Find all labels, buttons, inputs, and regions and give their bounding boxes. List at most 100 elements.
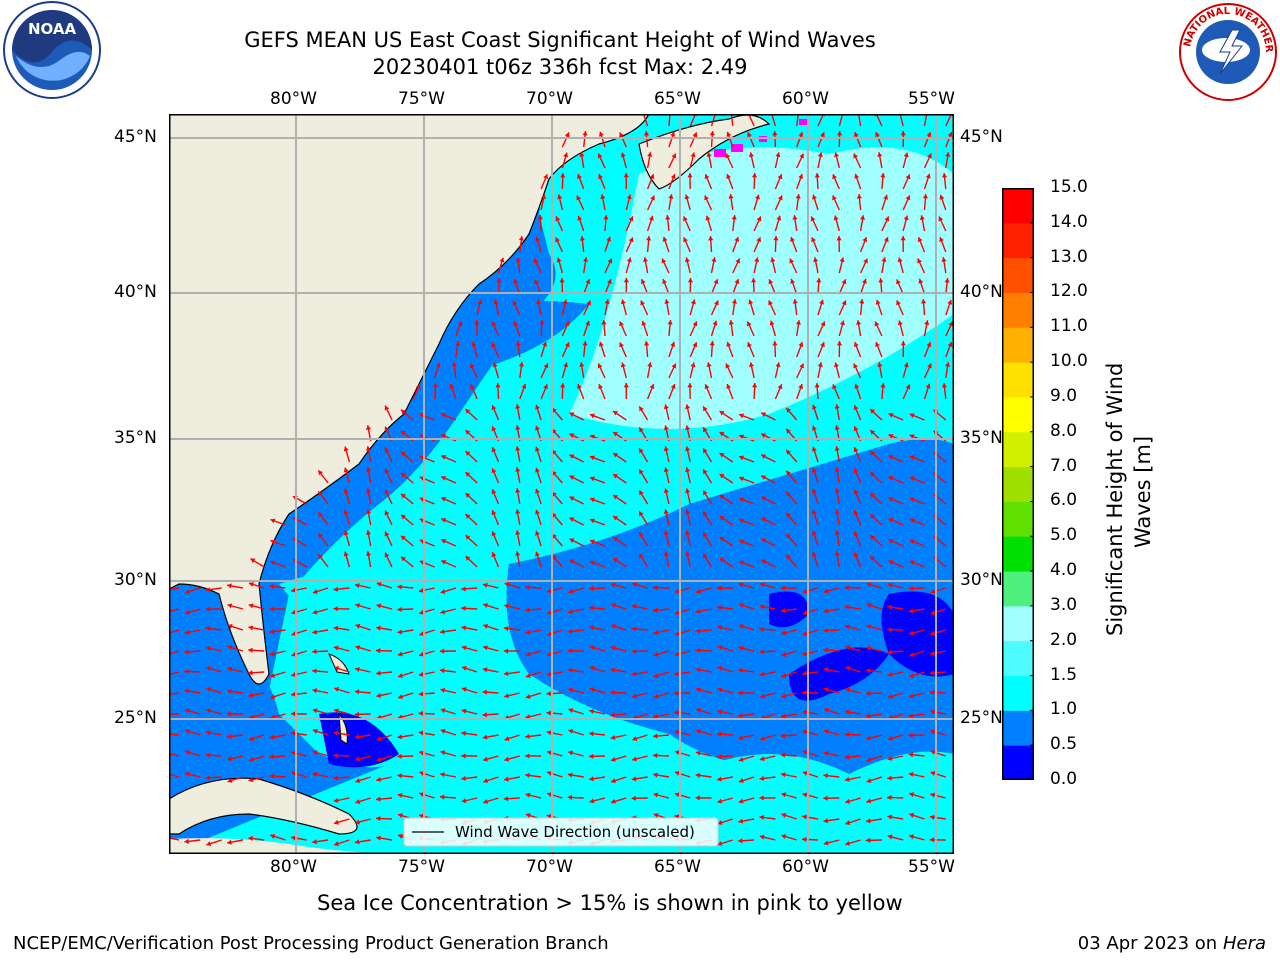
wave-direction-arrowhead (270, 694, 276, 700)
wave-direction-arrowhead (674, 710, 679, 716)
wave-direction-arrowhead (610, 756, 616, 762)
colorbar-segment (1002, 362, 1034, 398)
colorbar-segment (1002, 710, 1034, 746)
wave-direction-arrowhead (927, 153, 932, 159)
wave-direction-arrowhead (909, 413, 915, 418)
colorbar-tick-label: 2.0 (1050, 629, 1078, 650)
wave-direction-arrowhead (875, 132, 880, 138)
wave-direction-arrowhead (441, 496, 447, 502)
wave-direction-arrowhead (619, 342, 624, 348)
wave-direction-arrowhead (205, 752, 211, 758)
wave-direction-arrow (923, 114, 928, 127)
wave-direction-arrowhead (866, 646, 871, 652)
wave-direction-arrowhead (930, 729, 936, 735)
wave-direction-arrowhead (248, 756, 254, 762)
wave-direction-arrowhead (811, 237, 816, 243)
wave-direction-arrowhead (795, 320, 801, 325)
wave-direction-arrowhead (717, 687, 723, 693)
lat-label-right-30n: 30°N (960, 570, 1003, 590)
wave-direction-arrowhead (227, 623, 233, 629)
wave-direction-arrowhead (269, 734, 275, 740)
wave-direction-arrowhead (938, 216, 944, 222)
wave-direction-arrowhead (465, 493, 471, 498)
wave-direction-arrowhead (747, 132, 752, 138)
wave-direction-arrowhead (887, 627, 892, 633)
wave-direction-arrowhead (719, 495, 725, 500)
wave-direction-arrowhead (569, 517, 575, 523)
wave-direction-arrowhead (492, 362, 498, 368)
wave-direction-arrowhead (854, 383, 860, 389)
wave-direction-arrowhead (786, 470, 792, 476)
wave-direction-arrowhead (589, 625, 595, 631)
wave-direction-arrowhead (695, 795, 700, 801)
wave-direction-arrowhead (419, 651, 425, 657)
wave-direction-arrowhead (713, 279, 719, 285)
wave-direction-arrowhead (887, 735, 893, 741)
wave-direction-arrowhead (853, 132, 859, 138)
wave-direction-arrowhead (748, 299, 754, 305)
wave-direction-arrowhead (333, 775, 338, 781)
wave-direction-arrowhead (440, 687, 446, 693)
wave-direction-arrowhead (909, 560, 915, 565)
wave-direction-arrowhead (759, 775, 765, 781)
wave-direction-arrowhead (461, 687, 467, 692)
wave-direction-arrowhead (461, 625, 467, 631)
wave-direction-arrowhead (577, 384, 582, 390)
noaa-logo: NOAA (0, 0, 104, 104)
wave-direction-arrowhead (474, 320, 480, 325)
wave-direction-arrowhead (525, 584, 530, 590)
wave-direction-arrowhead (418, 671, 424, 677)
wave-direction-arrowhead (384, 510, 390, 516)
wave-direction-arrowhead (792, 215, 798, 220)
wave-direction-arrowhead (929, 670, 935, 676)
wave-direction-arrowhead (482, 667, 488, 673)
wave-direction-arrowhead (185, 750, 190, 755)
wave-direction-arrowhead (419, 750, 424, 756)
wave-direction-arrowhead (866, 582, 872, 588)
wave-direction-arrowhead (824, 707, 829, 713)
wave-direction-arrowhead (290, 711, 296, 717)
wave-direction-arrowhead (535, 530, 540, 536)
wave-direction-arrowhead (205, 626, 211, 632)
wave-direction-arrowhead (569, 538, 575, 544)
wave-direction-arrowhead (687, 173, 693, 178)
wave-direction-arrowhead (789, 258, 795, 264)
wave-direction-arrowhead (845, 665, 851, 671)
wave-direction-arrowhead (269, 606, 274, 612)
wave-direction-arrowhead (525, 813, 531, 818)
wave-direction-arrowhead (844, 585, 849, 591)
wave-direction-arrowhead (888, 517, 894, 523)
wave-direction-arrowhead (866, 624, 872, 630)
wave-direction-arrowhead (536, 299, 542, 305)
wave-direction-arrowhead (461, 605, 466, 611)
wave-direction-arrowhead (354, 734, 360, 740)
wave-direction-arrowhead (878, 278, 884, 283)
wave-direction-arrowhead (535, 404, 540, 410)
wave-direction-arrowhead (706, 152, 712, 158)
wave-direction-arrowhead (590, 476, 595, 482)
wave-direction-arrowhead (248, 670, 253, 676)
wave-direction-arrowhead (747, 342, 752, 348)
wave-direction-arrowhead (929, 837, 935, 843)
wave-direction-arrowhead (717, 776, 722, 782)
wave-direction-arrowhead (739, 518, 745, 524)
wave-direction-arrowhead (947, 132, 953, 138)
wave-direction-arrowhead (184, 708, 190, 714)
wave-direction-arrowhead (798, 383, 804, 389)
wave-direction-arrowhead (663, 551, 669, 557)
wave-direction-arrowhead (491, 321, 497, 327)
wave-direction-arrowhead (318, 491, 323, 497)
wave-direction-arrowhead (365, 530, 372, 535)
wave-direction-arrowhead (579, 236, 585, 241)
wave-direction-arrowhead (441, 538, 447, 544)
wave-direction-arrowhead (652, 733, 658, 739)
wave-direction-arrowhead (939, 237, 944, 242)
wave-direction-arrowhead (535, 425, 540, 431)
wave-direction-arrowhead (515, 509, 521, 514)
wave-direction-arrowhead (717, 820, 723, 826)
wave-direction-arrowhead (770, 257, 776, 263)
wave-direction-arrowhead (376, 776, 382, 782)
wave-direction-arrowhead (504, 582, 510, 588)
wave-direction-arrowhead (546, 730, 552, 736)
wave-direction-arrowhead (853, 426, 859, 432)
